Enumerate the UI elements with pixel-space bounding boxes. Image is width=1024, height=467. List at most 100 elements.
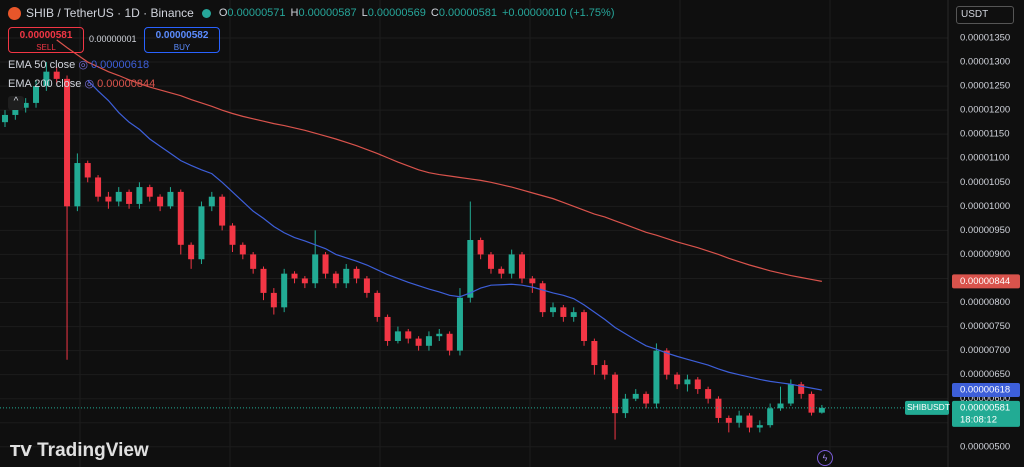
candle-body <box>591 340 598 366</box>
currency-select[interactable]: USDT <box>956 6 1014 24</box>
candle-body <box>508 254 515 274</box>
candle-body <box>219 196 226 226</box>
candle-body <box>643 393 650 404</box>
y-tick-label: 0.00000700 <box>960 345 1010 356</box>
candle-body <box>715 398 722 418</box>
y-tick-label: 0.00001300 <box>960 57 1010 68</box>
candle-body <box>374 292 381 317</box>
h-label: H <box>290 7 299 19</box>
candle-body <box>705 389 712 399</box>
candle-body <box>539 283 546 313</box>
candle-body <box>663 350 670 375</box>
candle-body <box>560 307 567 317</box>
y-tick-label: 0.00000750 <box>960 321 1010 332</box>
candle-body <box>787 384 794 404</box>
candle-body <box>767 408 774 426</box>
y-tick-label: 0.00001350 <box>960 33 1010 44</box>
candle-body <box>601 365 608 375</box>
last-price-badge <box>952 400 1020 427</box>
legend-name: EMA 50 close <box>8 59 76 71</box>
y-tick-label: 0.00001250 <box>960 81 1010 92</box>
y-tick-label: 0.00000500 <box>960 441 1010 452</box>
candle-body <box>353 268 360 279</box>
low: 0.00000569 <box>367 7 426 19</box>
legend-value: 0.00000618 <box>91 59 150 71</box>
candle-body <box>570 312 577 317</box>
candle-body <box>487 254 494 269</box>
y-tick-label: 0.00001000 <box>960 201 1010 212</box>
ema-line <box>56 39 822 282</box>
close: 0.00000581 <box>438 7 497 19</box>
legend-name: EMA 200 close <box>8 78 82 90</box>
sell-label: SELL <box>36 43 56 52</box>
y-tick-label: 0.00000950 <box>960 225 1010 236</box>
brand-name: TradingView <box>37 440 149 461</box>
y-tick-label: 0.00001150 <box>960 129 1010 140</box>
collapse-button[interactable]: ^ <box>8 96 24 110</box>
ema50-legend: EMA 50 close ◎ 0.00000618 <box>8 59 150 71</box>
last-price-label: 0.00000581 <box>960 402 1010 413</box>
candle-body <box>322 254 329 274</box>
buy-price: 0.00000582 <box>155 30 209 41</box>
price-badge <box>952 274 1020 289</box>
candle-body <box>157 196 164 207</box>
candle-body <box>581 312 588 341</box>
candle-body <box>115 191 122 202</box>
candle-body <box>136 187 143 204</box>
buy-button[interactable]: 0.00000582 BUY <box>144 27 220 53</box>
candle-body <box>33 86 40 103</box>
y-tick-label: 0.00000800 <box>960 297 1010 308</box>
candle-body <box>622 398 629 414</box>
candle-body <box>725 417 732 423</box>
candle-body <box>405 331 412 339</box>
candle-body <box>22 102 29 108</box>
candle-body <box>167 191 174 207</box>
candle-body <box>777 403 784 409</box>
candle-body <box>188 244 195 260</box>
candle-body <box>239 244 246 255</box>
candle-body <box>477 239 484 255</box>
candle-body <box>332 273 339 284</box>
candle-body <box>519 254 525 279</box>
candle-body <box>425 336 432 346</box>
candle-body <box>798 384 805 394</box>
y-tick-label: 0.00001200 <box>960 105 1010 116</box>
candle-body <box>498 268 505 274</box>
sell-button[interactable]: 0.00000581 SELL <box>8 27 84 53</box>
legend-value: 0.00000844 <box>97 78 156 90</box>
y-tick-label: 0.00000900 <box>960 249 1010 260</box>
candle-body <box>694 379 701 390</box>
candle-body <box>632 393 639 399</box>
candle-body <box>384 316 391 341</box>
y-tick-label: 0.00001050 <box>960 177 1010 188</box>
candle-body <box>208 196 215 207</box>
buy-label: BUY <box>173 43 191 52</box>
y-tick-label: 0.00000600 <box>960 393 1010 404</box>
c-label: C <box>430 7 439 19</box>
candle-body <box>2 114 8 123</box>
candle-body <box>394 331 401 341</box>
candle-body <box>64 78 71 207</box>
candle-body <box>146 187 153 197</box>
candle-body <box>756 425 763 428</box>
candle-body <box>12 107 19 115</box>
candle-body <box>446 333 453 351</box>
header: SHIB / TetherUS · 1D · Binance O 0.000005… <box>8 6 615 20</box>
candle-body <box>260 268 267 293</box>
status-dot <box>201 8 211 18</box>
price-badge-label: 0.00000844 <box>960 276 1010 287</box>
candle-body <box>746 415 753 428</box>
sell-price: 0.00000581 <box>19 30 73 41</box>
candle-body <box>281 273 288 308</box>
open: 0.00000571 <box>227 7 286 19</box>
change: +0.00000010 (+1.75%) <box>501 7 615 19</box>
candle-body <box>653 350 660 404</box>
candle-body <box>436 333 443 337</box>
ema-line <box>87 79 822 391</box>
symbol[interactable]: SHIB / TetherUS · 1D · Binance <box>26 6 194 20</box>
candle-body <box>198 206 205 260</box>
l-label: L <box>361 7 368 19</box>
alert-icon[interactable]: ϟ <box>817 450 833 466</box>
